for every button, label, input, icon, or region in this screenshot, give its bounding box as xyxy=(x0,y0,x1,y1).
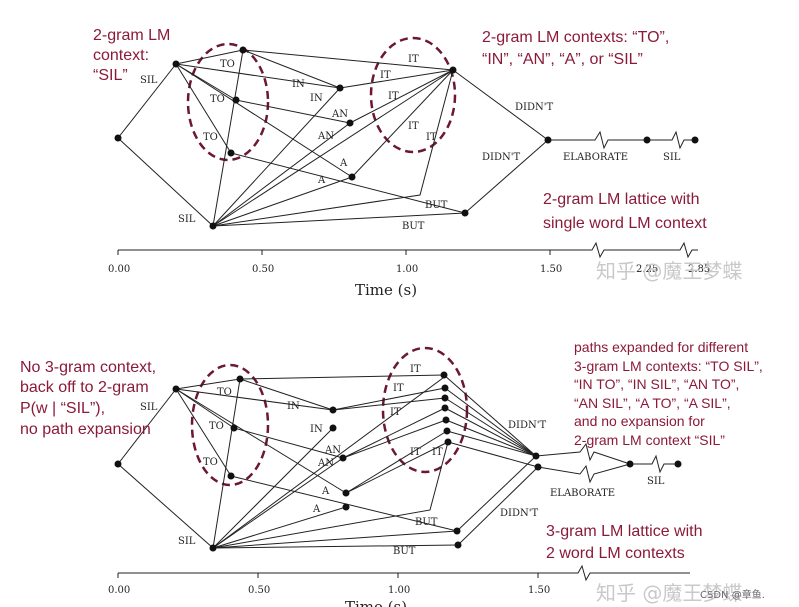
annotation-line: “IN”, “AN”, “A”, or “SIL” xyxy=(482,51,643,68)
word-label: DIDN'T xyxy=(500,508,538,519)
axis-title: Time (s) xyxy=(345,598,407,607)
bottom-oval-left xyxy=(190,363,270,487)
axis-title: Time (s) xyxy=(355,281,417,299)
word-label: A xyxy=(339,158,348,169)
annotation-line: 2-gram LM lattice with xyxy=(543,191,700,208)
top-lattice: SIL SIL TO TO TO IN IN AN AN A A IT IT I… xyxy=(93,27,742,299)
annotation-line: 2 word LM contexts xyxy=(546,545,685,562)
annotation-line: “IN TO”, “IN SIL”, “AN TO”, xyxy=(574,376,739,392)
word-label: IN xyxy=(292,79,305,90)
word-label: A xyxy=(317,175,326,186)
word-label: IN xyxy=(287,401,300,412)
axis-tick-label: 1.00 xyxy=(396,264,418,275)
word-label: TO xyxy=(203,132,218,143)
watermark: 知乎 @魔王梦蝶 xyxy=(596,259,742,283)
word-label: IT xyxy=(408,121,419,132)
word-label: SIL xyxy=(663,152,681,163)
bottom-annotations: No 3-gram context, back off to 2-gram P(… xyxy=(20,339,763,562)
annotation-line: “AN SIL”, “A TO”, “A SIL”, xyxy=(574,395,731,411)
word-label: TO xyxy=(203,457,218,468)
bottom-time-axis: 0.00 0.50 1.00 1.50 Time (s) xyxy=(108,564,690,607)
watermark: CSDN @章鱼. xyxy=(700,588,765,601)
axis-tick-label: 0.50 xyxy=(252,264,274,275)
annotation-line: no path expansion xyxy=(20,421,151,438)
axis-tick-label: 1.50 xyxy=(528,585,550,596)
word-label: ELABORATE xyxy=(550,488,615,499)
word-label: AN xyxy=(317,131,334,142)
bottom-nodes xyxy=(114,371,682,552)
word-label: IN xyxy=(310,424,323,435)
word-label: DIDN'T xyxy=(508,420,546,431)
axis-tick-label: 1.50 xyxy=(540,264,562,275)
axis-tick-label: 2.85 xyxy=(688,264,710,275)
annotation-line: back off to 2-gram xyxy=(20,379,149,396)
top-word-labels: SIL SIL TO TO TO IN IN AN AN A A IT IT I… xyxy=(140,54,681,232)
annotation-line: 2-gram LM xyxy=(93,27,170,44)
annotation-line: single word LM context xyxy=(543,215,707,232)
word-label: BUT xyxy=(402,221,425,232)
top-oval-right xyxy=(369,36,457,154)
axis-tick-label: 0.50 xyxy=(248,585,270,596)
word-label: IT xyxy=(426,132,437,143)
word-label: BUT xyxy=(393,546,416,557)
word-label: SIL xyxy=(140,402,158,413)
word-label: IT xyxy=(432,447,443,458)
word-label: IN xyxy=(310,93,323,104)
top-oval-left xyxy=(186,42,270,162)
word-label: TO xyxy=(209,421,224,432)
bottom-oval-right xyxy=(381,346,469,474)
word-label: IT xyxy=(388,91,399,102)
word-label: SIL xyxy=(178,536,196,547)
watermark: 知乎 @魔王梦蝶 xyxy=(596,581,742,605)
annotation-line: 2-gram LM context “SIL” xyxy=(574,432,725,448)
annotation-line: 3-gram LM contexts: “TO SIL”, xyxy=(574,358,763,374)
word-label: AN xyxy=(324,445,341,456)
word-label: AN xyxy=(317,458,334,469)
annotation-line: and no expansion for xyxy=(574,413,705,429)
word-label: BUT xyxy=(425,200,448,211)
bottom-lattice: SIL SIL TO TO TO IN IN AN AN A A IT IT I… xyxy=(20,339,765,607)
word-label: TO xyxy=(220,59,235,70)
annotation-line: 2-gram LM contexts: “TO”, xyxy=(482,29,669,46)
word-label: IT xyxy=(393,383,404,394)
annotation-line: 3-gram LM lattice with xyxy=(546,523,703,540)
word-label: ELABORATE xyxy=(563,152,628,163)
top-time-axis: 0.00 0.50 1.00 1.50 2.25 2.85 Time (s) xyxy=(108,241,710,299)
word-label: IT xyxy=(408,54,419,65)
word-label: AN xyxy=(331,109,348,120)
word-label: SIL xyxy=(140,75,158,86)
top-nodes xyxy=(114,46,699,230)
word-label: A xyxy=(321,486,330,497)
word-label: IT xyxy=(380,70,391,81)
word-label: IT xyxy=(390,407,401,418)
word-label: IT xyxy=(410,364,421,375)
word-label: A xyxy=(312,504,321,515)
axis-tick-label: 0.00 xyxy=(108,264,130,275)
annotation-line: No 3-gram context, xyxy=(20,359,156,376)
word-label: TO xyxy=(217,387,232,398)
top-annotations: 2-gram LM context: “SIL” 2-gram LM conte… xyxy=(93,27,707,232)
word-label: SIL xyxy=(178,214,196,225)
bottom-word-labels: SIL SIL TO TO TO IN IN AN AN A A IT IT I… xyxy=(140,364,665,557)
annotation-line: “SIL” xyxy=(93,67,128,84)
bottom-edges xyxy=(117,374,678,549)
top-edges xyxy=(117,49,695,227)
word-label: TO xyxy=(210,94,225,105)
annotation-line: P(w | “SIL”), xyxy=(20,400,105,417)
word-label: IT xyxy=(410,447,421,458)
axis-tick-label: 0.00 xyxy=(108,585,130,596)
word-label: SIL xyxy=(647,476,665,487)
word-label: DIDN'T xyxy=(482,152,520,163)
annotation-line: context: xyxy=(93,47,149,64)
axis-tick-label: 1.00 xyxy=(388,585,410,596)
axis-tick-label: 2.25 xyxy=(636,264,658,275)
word-label: BUT xyxy=(415,517,438,528)
annotation-line: paths expanded for different xyxy=(574,339,748,355)
word-label: DIDN'T xyxy=(515,102,553,113)
